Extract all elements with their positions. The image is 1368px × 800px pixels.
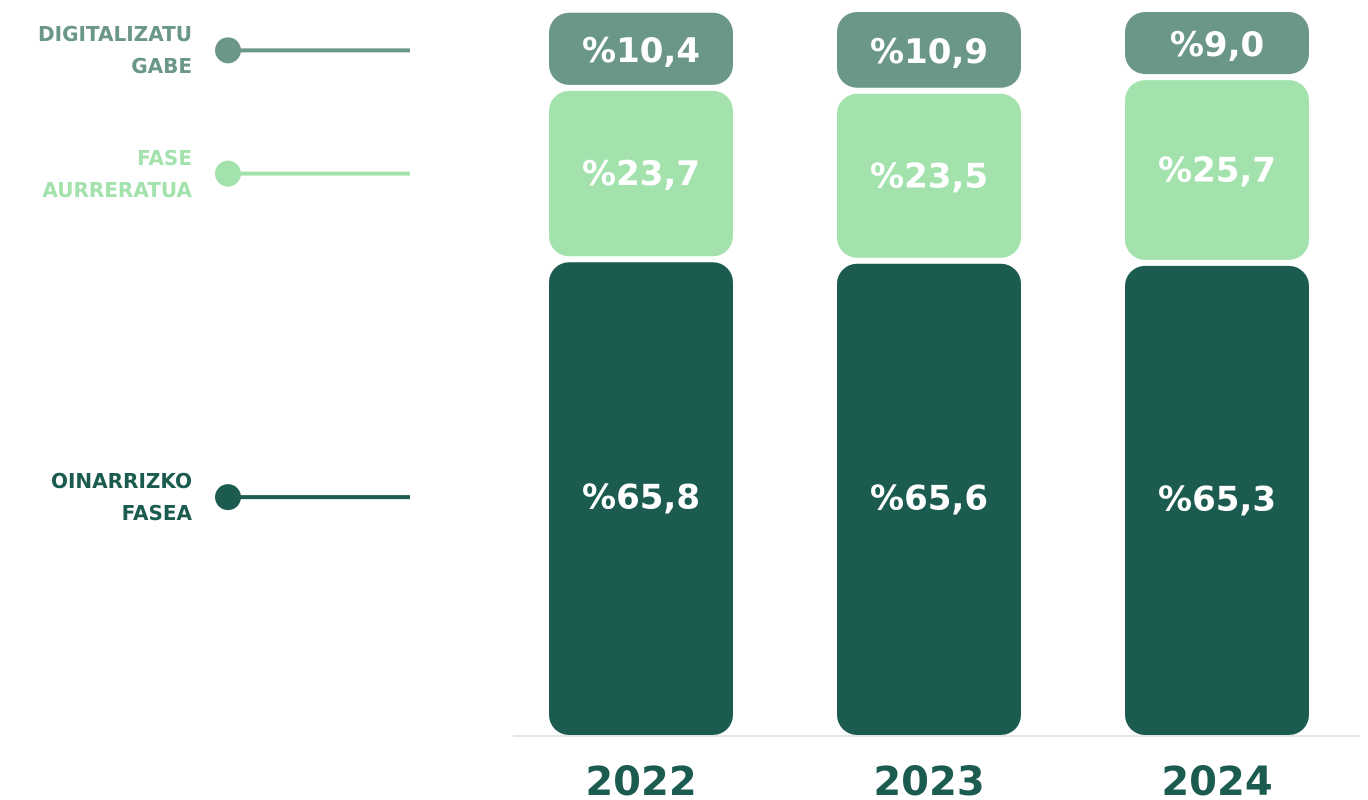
value-label: %23,5 [870, 156, 988, 196]
x-tick-label: 2023 [873, 759, 984, 800]
legend-label: FASE AURRERATUA [2, 142, 192, 206]
x-tick-label: 2024 [1161, 759, 1272, 800]
legend-dot [215, 484, 241, 510]
value-label: %23,7 [582, 154, 700, 194]
value-label: %9,0 [1170, 25, 1264, 65]
value-label: %10,9 [870, 32, 988, 72]
legend-dot [215, 37, 241, 63]
value-label: %10,4 [582, 31, 700, 71]
x-tick-label: 2022 [585, 759, 696, 800]
value-label: %25,7 [1158, 150, 1276, 190]
page: %65,8 %23,7 %10,4 2022 %65,6 %23,5 %10,9 2023 %6… [0, 0, 1368, 800]
chart: %65,8 %23,7 %10,4 2022 %65,6 %23,5 %10,9 2023 %6… [0, 0, 1368, 800]
legend-label: OINARRIZKO FASEA [2, 465, 192, 529]
value-label: %65,6 [870, 478, 988, 518]
value-label: %65,3 [1158, 479, 1276, 519]
legend-dot [215, 161, 241, 187]
value-label: %65,8 [582, 478, 700, 518]
legend-label: DIGITALIZATU GABE [2, 18, 192, 82]
